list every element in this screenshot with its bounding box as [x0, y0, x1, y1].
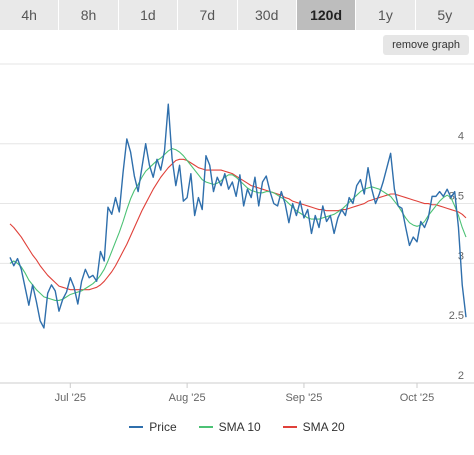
legend-label-sma10: SMA 10 — [218, 420, 261, 434]
tab-120d[interactable]: 120d — [296, 0, 357, 30]
sma10-line — [9, 147, 467, 302]
price-line — [9, 103, 467, 329]
tab-5y[interactable]: 5y — [415, 0, 474, 30]
x-tick-label: Oct '25 — [400, 392, 435, 404]
chart-legend: Price SMA 10 SMA 20 — [0, 420, 474, 434]
x-tick-label: Sep '25 — [285, 392, 322, 404]
legend-item-sma10[interactable]: SMA 10 — [198, 420, 261, 434]
legend-item-sma20[interactable]: SMA 20 — [282, 420, 345, 434]
y-tick-label: 4 — [458, 131, 464, 143]
sma20-line — [9, 158, 467, 291]
y-tick-label: 3.5 — [449, 191, 464, 203]
remove-graph-button[interactable]: remove graph — [383, 35, 469, 55]
tab-4h[interactable]: 4h — [0, 0, 60, 30]
y-tick-label: 2.5 — [449, 310, 464, 322]
tab-1d[interactable]: 1d — [118, 0, 179, 30]
x-tick-label: Aug '25 — [169, 392, 206, 404]
legend-label-sma20: SMA 20 — [302, 420, 345, 434]
price-line-swatch — [129, 426, 144, 428]
tab-8h[interactable]: 8h — [59, 0, 119, 30]
x-tick-label: Jul '25 — [55, 392, 86, 404]
tab-30d[interactable]: 30d — [237, 0, 297, 30]
legend-item-price[interactable]: Price — [129, 420, 177, 434]
tab-1y[interactable]: 1y — [356, 0, 416, 30]
y-tick-label: 2 — [458, 370, 464, 382]
range-tab-bar: 4h 8h 1d 7d 30d 120d 1y 5y — [0, 0, 474, 30]
sma10-line-swatch — [198, 426, 213, 428]
sma20-line-swatch — [282, 426, 297, 428]
tab-7d[interactable]: 7d — [178, 0, 238, 30]
legend-label-price: Price — [149, 420, 177, 434]
